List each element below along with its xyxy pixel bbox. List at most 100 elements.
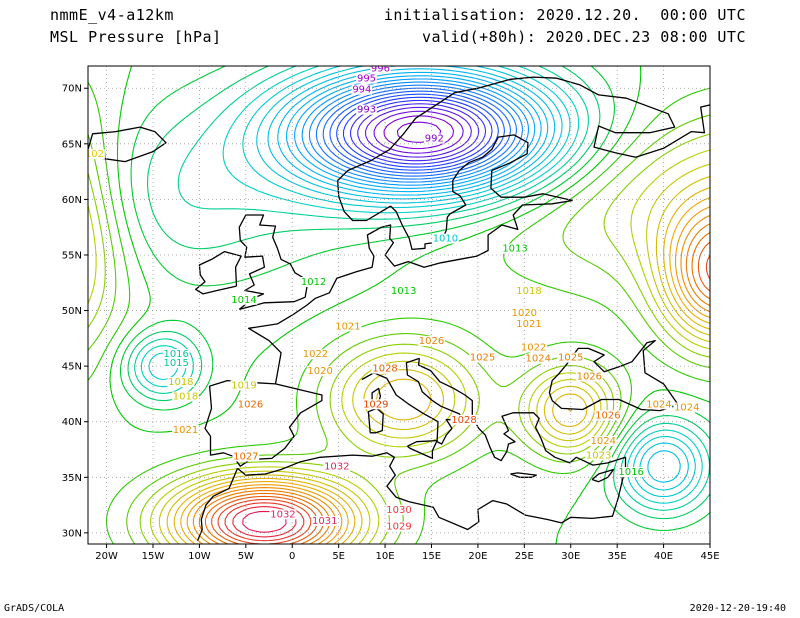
lat-tick-label: 45N [62,362,82,373]
isobar-label-bg [351,84,373,95]
lon-tick-label: 10W [188,551,211,562]
lon-tick-label: 35E [608,551,627,562]
coastline [709,393,710,394]
isobar-label-bg [520,342,548,353]
isobar-label-bg [162,349,190,360]
isobar-label: 1020 [307,366,332,377]
isobar-label-bg [230,380,258,391]
isobar-label: 1026 [238,399,263,410]
isobar-label: 994 [352,85,371,96]
isobar-label-bg [172,424,199,435]
isobar-label: 1016 [618,467,643,478]
isobar-label: 1032 [270,509,295,520]
coastline [204,379,323,467]
isobar-label: 1013 [502,244,527,255]
isobar-label-bg [469,352,496,363]
isobar-label-bg [673,402,701,413]
coastline [548,339,680,412]
isobar-line [180,197,710,544]
axis-ticks: 20W 15W 10W 5W 0 5E 10E 15E 20E 25E 30E 35E 40E 45E 30… [62,84,720,562]
coastline [417,358,627,524]
lat-tick-label: 70N [62,84,82,95]
isobar-label-bg [515,319,543,330]
isobar-label-bg [645,399,673,410]
isobar-label: 1029 [363,399,388,410]
isobar-label-bg [269,509,297,520]
coastline [361,357,465,445]
isobar-label: 1016 [163,349,188,360]
lon-tick-label: 20W [95,551,118,562]
isobar-label-bg [423,133,445,144]
lat-tick-label: 40N [62,417,82,428]
init-value: 2020.12.20. 00:00 UTC [536,6,746,24]
isobar-label: 1022 [303,349,328,360]
isobar-label: 102 [85,149,104,160]
lon-tick-label: 40E [654,551,673,562]
isobar-line [88,133,710,544]
init-label: initialisation: [383,6,527,24]
isobar-label: 996 [371,64,390,75]
isobar-label: 992 [425,134,444,145]
isobar-line [329,90,506,174]
isobar-label: 1032 [324,462,349,473]
footer-timestamp: 2020-12-20-19:40 [689,603,786,614]
isobar-label: 1014 [231,295,256,306]
graticule [88,66,711,544]
coastline [237,452,562,531]
isobar-line [224,502,305,542]
lon-tick-label: 20E [468,551,487,562]
field-name: MSL Pressure [hPa] [50,28,222,46]
isobar-label-bg [88,149,105,160]
isobar-label-bg [432,233,459,244]
isobar-label: 1026 [419,336,444,347]
coastline [390,134,573,251]
isobar-line [211,241,710,544]
isobar-line [301,78,530,186]
isobar-label: 1025 [470,353,495,364]
isobar-line [158,163,710,544]
lon-tick-label: 15W [142,551,165,562]
isobar-line [204,232,710,544]
isobar-label-bg [385,504,413,515]
footer-credit: GrADS/COLA [4,603,65,614]
isobar-label: 1021 [335,321,360,332]
isobar-label-bg [370,66,391,74]
valid-value: 2020.DEC.23 08:00 UTC [545,28,746,46]
isobar-label: 1024 [591,436,616,447]
isobar-label-bg [594,410,622,421]
isobar-label-bg [418,335,445,346]
isobar-line [173,187,710,544]
isobar-label: 1029 [386,522,411,533]
isobar-label: 1025 [558,353,583,364]
lon-tick-label: 45E [700,551,719,562]
lat-tick-label: 55N [62,250,82,261]
isobar-label-bg [450,414,478,425]
lon-tick-label: 25E [515,551,534,562]
isobar-label: 1031 [312,516,337,527]
initialisation-time: initialisation: 2020.12.20. 00:00 UTC [384,6,746,24]
isobar-label: 1010 [433,234,458,245]
isobar-label: 1021 [516,319,541,330]
isobar-line [315,84,518,180]
lat-tick-label: 30N [62,528,82,539]
isobar-label: 1019 [231,380,256,391]
isobar-label: 1023 [586,450,611,461]
isobar-label-bg [515,285,543,296]
isobar-label-bg [385,521,413,532]
coastline [196,468,239,541]
isobar-line [166,175,710,544]
isobar-label-bg [230,294,258,305]
coastline [367,407,384,434]
isobar-label-bg [617,467,645,478]
isobar-line [256,66,689,491]
lat-tick-label: 65N [62,139,82,150]
isobar-label-bg [371,363,399,374]
isobar-label: 1021 [173,425,198,436]
isobar-label: 1024 [646,399,671,410]
isobar-label-bg [362,399,390,410]
lon-tick-label: 30E [561,551,580,562]
isobar-label: 1013 [391,286,416,297]
lon-tick-label: 10E [376,551,395,562]
